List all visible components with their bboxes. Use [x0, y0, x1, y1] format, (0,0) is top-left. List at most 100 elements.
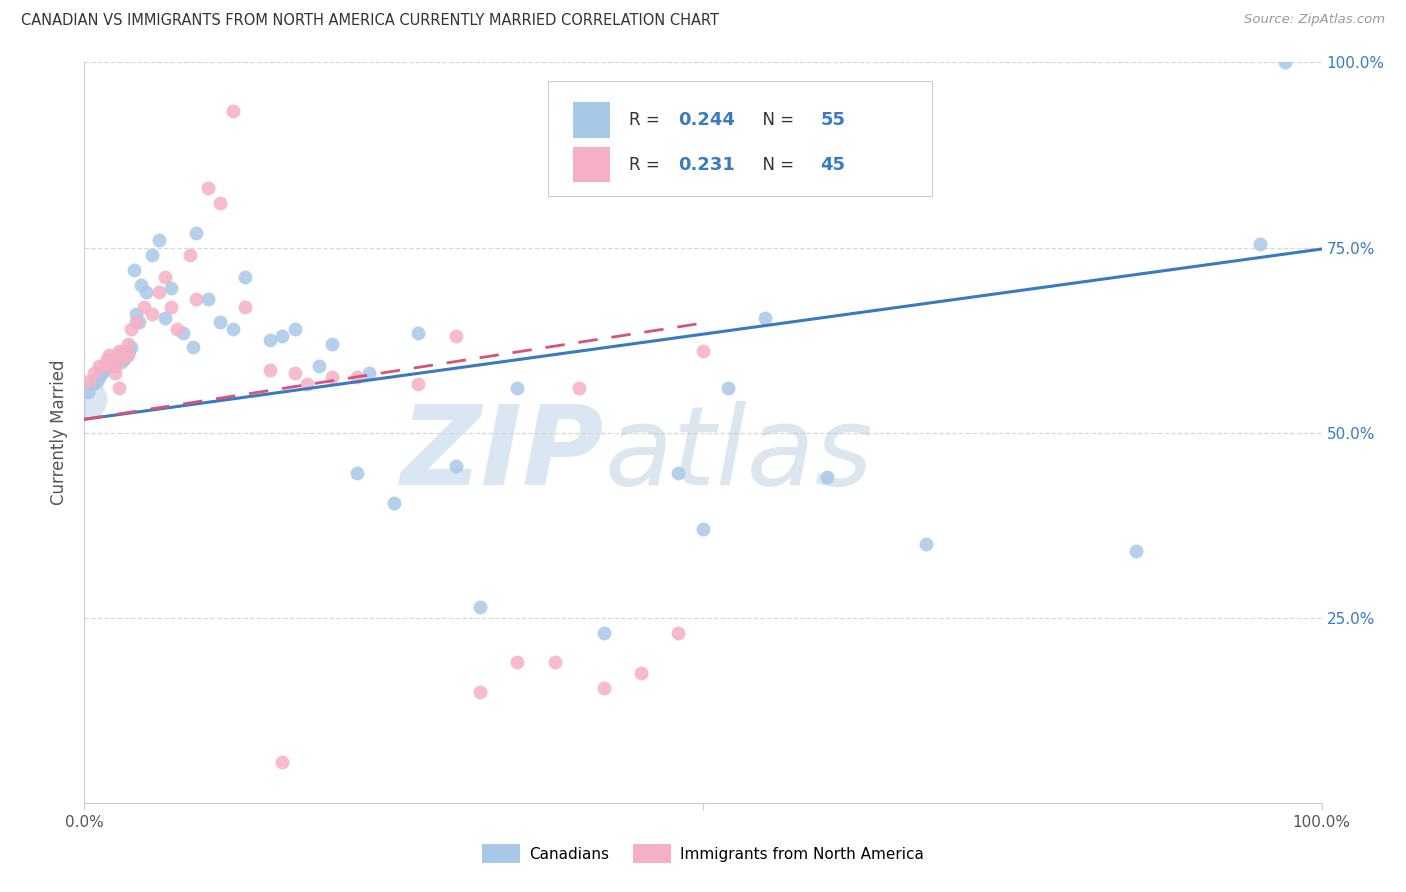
Point [754, 310, 776, 325]
Point [1125, 544, 1147, 558]
Point [506, 655, 529, 669]
Text: R =: R = [628, 155, 671, 174]
Point [321, 370, 343, 384]
Point [209, 196, 232, 211]
Point [110, 355, 132, 369]
Point [271, 755, 294, 769]
Y-axis label: Currently Married: Currently Married [51, 359, 69, 506]
Point [346, 370, 368, 384]
Point [184, 226, 207, 240]
Point [118, 344, 141, 359]
Point [470, 685, 492, 699]
Point [75, 392, 97, 407]
Point [148, 233, 170, 247]
Point [506, 381, 529, 395]
Text: CANADIAN VS IMMIGRANTS FROM NORTH AMERICA CURRENTLY MARRIED CORRELATION CHART: CANADIAN VS IMMIGRANTS FROM NORTH AMERIC… [21, 13, 718, 29]
Point [308, 359, 330, 373]
Point [104, 359, 127, 373]
Point [408, 326, 430, 340]
Text: 0.231: 0.231 [678, 155, 735, 174]
Point [382, 496, 405, 510]
Point [692, 522, 714, 536]
Point [222, 322, 245, 336]
Point [96, 351, 118, 366]
Point [160, 281, 183, 295]
Text: Source: ZipAtlas.com: Source: ZipAtlas.com [1244, 13, 1385, 27]
Point [444, 329, 467, 343]
Point [104, 367, 127, 381]
Point [259, 362, 281, 376]
Point [295, 377, 318, 392]
Point [209, 315, 232, 329]
Point [117, 336, 139, 351]
Point [96, 359, 118, 373]
Point [284, 322, 307, 336]
Point [692, 344, 714, 359]
Point [568, 381, 591, 395]
Point [630, 666, 652, 681]
Point [125, 315, 148, 329]
Point [112, 351, 135, 366]
Point [184, 293, 207, 307]
Point [593, 681, 616, 695]
Point [128, 315, 150, 329]
Point [271, 329, 294, 343]
Point [233, 270, 256, 285]
Point [132, 300, 155, 314]
Point [666, 625, 689, 640]
Legend: Canadians, Immigrants from North America: Canadians, Immigrants from North America [477, 838, 929, 869]
Point [110, 351, 132, 366]
FancyBboxPatch shape [574, 103, 610, 138]
Point [444, 458, 467, 473]
Text: R =: R = [628, 112, 665, 129]
FancyBboxPatch shape [548, 81, 932, 195]
Point [82, 377, 104, 392]
Point [141, 307, 163, 321]
Point [93, 362, 115, 376]
Point [815, 470, 838, 484]
Point [914, 537, 936, 551]
Point [100, 355, 122, 369]
Point [141, 248, 163, 262]
Point [153, 270, 176, 285]
Point [284, 367, 307, 381]
Text: N =: N = [752, 112, 800, 129]
Point [89, 370, 111, 384]
Point [470, 599, 492, 614]
Point [79, 374, 101, 388]
Point [98, 348, 121, 362]
Text: atlas: atlas [605, 401, 873, 508]
Point [135, 285, 157, 299]
Point [91, 359, 114, 373]
Point [153, 310, 176, 325]
Point [125, 307, 148, 321]
Point [233, 300, 256, 314]
Point [259, 333, 281, 347]
Point [160, 300, 183, 314]
Point [166, 322, 188, 336]
Point [100, 351, 122, 366]
Text: 55: 55 [821, 112, 845, 129]
Point [408, 377, 430, 392]
Point [346, 467, 368, 481]
Point [90, 367, 112, 381]
Point [179, 248, 201, 262]
Point [321, 336, 343, 351]
Point [83, 367, 105, 381]
Point [222, 103, 245, 118]
Point [117, 348, 139, 362]
Point [105, 351, 128, 366]
Point [120, 341, 142, 355]
Point [543, 655, 565, 669]
Point [115, 348, 138, 362]
Text: N =: N = [752, 155, 800, 174]
Text: ZIP: ZIP [401, 401, 605, 508]
Point [120, 322, 142, 336]
Point [77, 384, 100, 399]
Point [86, 374, 108, 388]
Point [197, 293, 219, 307]
Point [181, 341, 204, 355]
Point [103, 351, 125, 366]
Point [717, 381, 740, 395]
Point [108, 344, 131, 359]
